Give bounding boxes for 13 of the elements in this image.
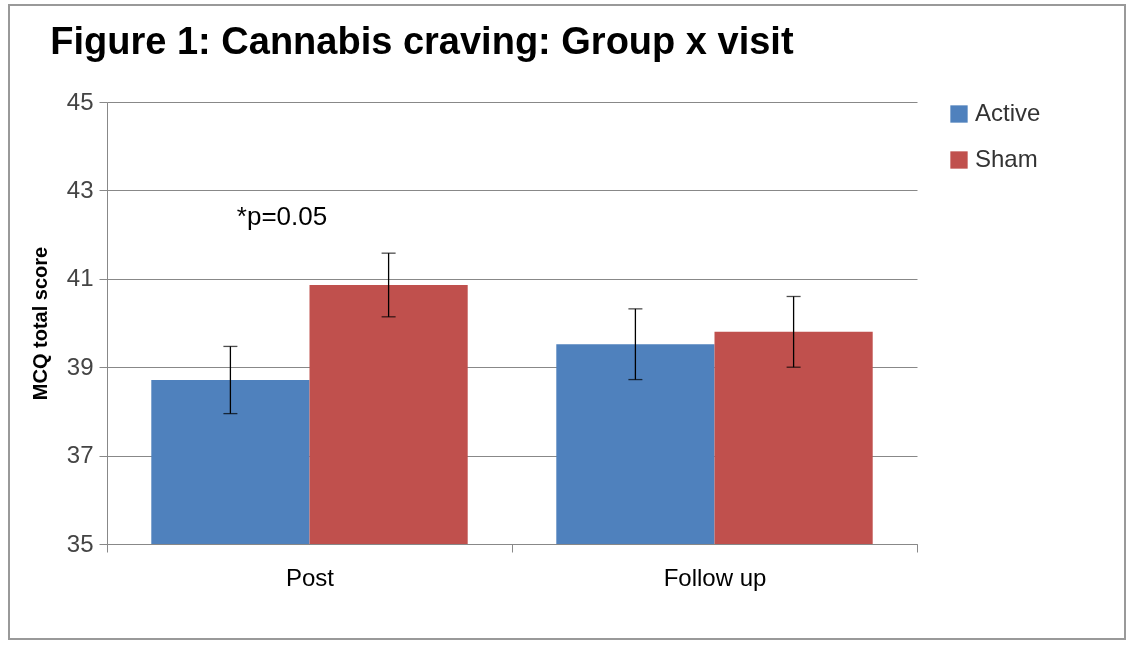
- x-tick-label: Post: [285, 563, 335, 591]
- legend-label: Active: [975, 99, 1041, 126]
- y-tick-label: 39: [66, 352, 94, 380]
- annotation: *p=0.05: [236, 201, 328, 231]
- y-tick-label: 37: [66, 441, 94, 469]
- y-tick-label: 43: [66, 175, 94, 203]
- x-tick-label: Follow up: [663, 563, 767, 591]
- y-axis-title: MCQ total score: [28, 246, 51, 401]
- y-tick-label: 45: [66, 87, 94, 115]
- y-tick-label: 41: [66, 264, 94, 292]
- chart-title: Figure 1: Cannabis craving: Group x visit: [50, 20, 794, 62]
- legend-label: Sham: [975, 145, 1038, 172]
- y-tick-label: 35: [66, 529, 94, 557]
